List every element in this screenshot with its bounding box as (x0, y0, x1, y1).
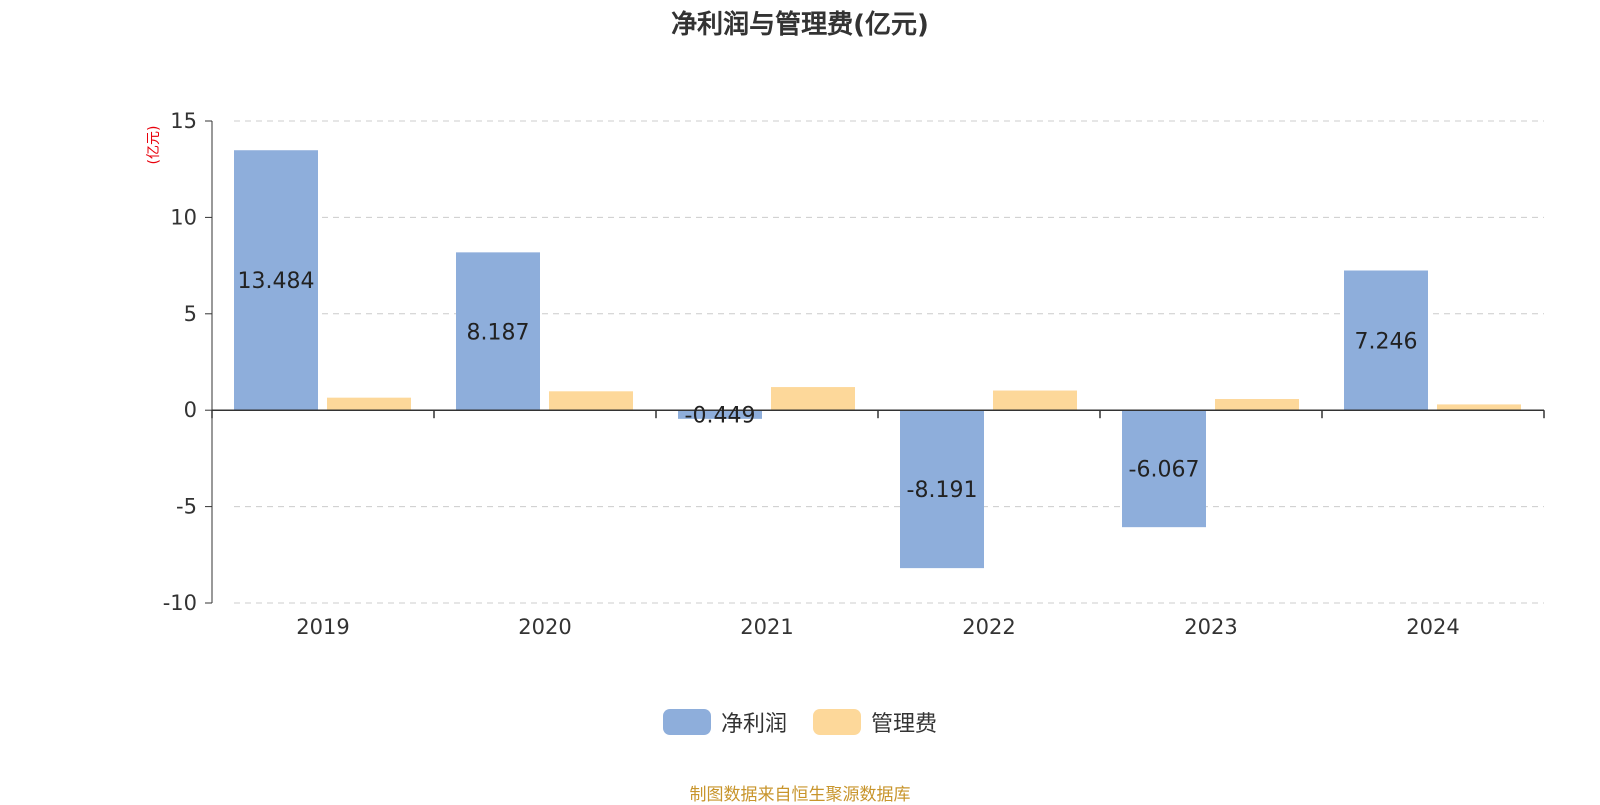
bar-admin-expense (771, 387, 855, 411)
bar-net-profit (456, 252, 540, 411)
y-tick-label: 0 (184, 398, 197, 422)
legend-item[interactable]: 管理费 (813, 706, 937, 738)
x-tick-label: 2022 (962, 615, 1015, 639)
legend-label: 净利润 (720, 712, 787, 737)
x-tick-label: 2023 (1184, 615, 1237, 639)
bar-admin-expense (327, 397, 411, 411)
bar-net-profit (234, 150, 318, 411)
source-note: 制图数据来自恒生聚源数据库 (689, 785, 911, 805)
data-label: 13.484 (238, 269, 315, 294)
data-label: -0.449 (685, 404, 756, 429)
data-label: -6.067 (1129, 458, 1200, 483)
bar-net-profit (900, 410, 984, 569)
x-tick-label: 2020 (518, 615, 571, 639)
bar-net-profit (678, 410, 762, 419)
legend: 净利润 管理费 (0, 706, 1600, 738)
x-tick-label: 2019 (296, 615, 349, 639)
bar-admin-expense (549, 391, 633, 411)
y-tick-label: -5 (176, 495, 197, 519)
data-label: 7.246 (1355, 329, 1418, 354)
x-tick-label: 2024 (1406, 615, 1459, 639)
bar-net-profit (1344, 270, 1428, 411)
legend-swatch (813, 709, 861, 735)
y-tick-label: 10 (170, 205, 197, 229)
legend-label: 管理费 (871, 712, 938, 737)
data-label: -8.191 (907, 478, 978, 503)
y-tick-label: 15 (170, 109, 197, 133)
bar-admin-expense (993, 390, 1077, 411)
chart-title: 净利润与管理费(亿元) (671, 10, 929, 40)
y-tick-label: 5 (184, 302, 197, 326)
y-tick-label: -10 (163, 591, 197, 615)
y-axis-unit-label: (亿元) (146, 126, 162, 165)
data-label: 8.187 (467, 320, 530, 345)
legend-item[interactable]: 净利润 (662, 706, 787, 738)
bar-admin-expense (1215, 399, 1299, 411)
bar-admin-expense (1437, 404, 1521, 411)
legend-swatch (662, 709, 711, 735)
x-tick-label: 2021 (740, 615, 793, 639)
bar-net-profit (1122, 410, 1206, 528)
